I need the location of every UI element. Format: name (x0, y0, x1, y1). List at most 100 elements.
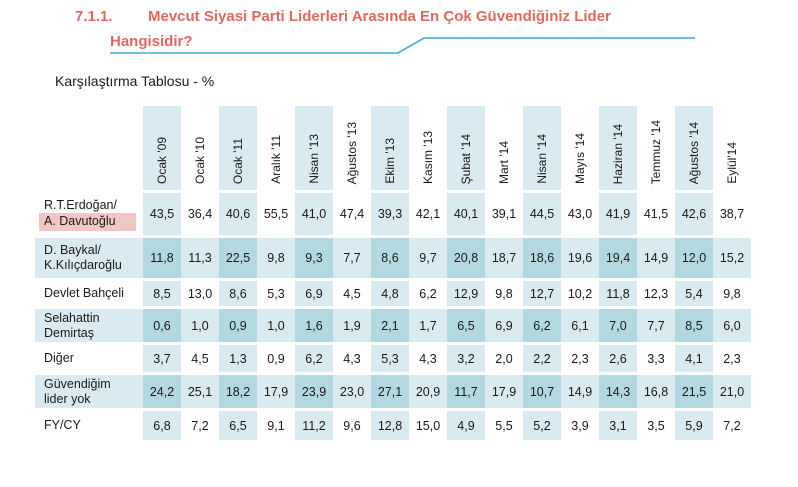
column-header: Şubat '14 (447, 106, 485, 190)
data-cell: 6,2 (523, 309, 561, 342)
column-header-label: Nisan '14 (535, 134, 549, 184)
data-cell: 0,6 (143, 309, 181, 342)
data-cell: 18,6 (523, 238, 561, 278)
column-header: Ağustos '14 (675, 106, 713, 190)
comparison-table-wrapper: Ocak '09 Ocak '10 Ocak '11 Aralık '11 Nisan … (35, 103, 751, 443)
data-cell: 9,1 (267, 418, 285, 433)
column-header-label: Aralık '11 (269, 135, 283, 184)
section-rule (110, 37, 695, 54)
column-header-label: Ocak '10 (193, 137, 207, 184)
data-cell: 2,6 (599, 345, 637, 372)
data-cell: 23,0 (333, 375, 371, 408)
data-cell: 40,6 (219, 193, 257, 235)
data-cell: 27,1 (371, 375, 409, 408)
table-subtitle: Karşılaştırma Tablosu - % (55, 73, 215, 89)
data-cell: 39,3 (371, 193, 409, 235)
data-cell: 5,3 (371, 345, 409, 372)
data-cell: 11,7 (447, 375, 485, 408)
data-cell: 4,9 (447, 411, 485, 440)
davutoglu-highlight: A. Davutoğlu (39, 212, 136, 231)
data-cell: 6,8 (143, 411, 181, 440)
data-cell: 2,1 (371, 309, 409, 342)
data-cell: 1,9 (333, 309, 371, 342)
data-cell: 3,9 (571, 418, 589, 433)
data-cell: 2,3 (723, 351, 741, 366)
column-header-label: Mart '14 (497, 141, 511, 184)
data-cell: 9,6 (343, 418, 361, 433)
data-cell: 6,5 (219, 411, 257, 440)
data-cell: 15,2 (713, 238, 751, 278)
row-label: Diğer (44, 351, 74, 365)
data-cell: 9,3 (295, 238, 333, 278)
data-cell: 6,9 (295, 281, 333, 306)
data-cell: 11,3 (181, 238, 219, 278)
column-header: Eylül'14 (713, 106, 751, 190)
data-cell: 11,2 (295, 411, 333, 440)
data-cell: 22,5 (219, 238, 257, 278)
data-cell: 17,9 (485, 375, 523, 408)
data-cell: 8,5 (675, 309, 713, 342)
data-cell: 8,6 (219, 281, 257, 306)
data-cell: 8,5 (143, 281, 181, 306)
data-cell: 25,1 (181, 375, 219, 408)
data-cell: 10,2 (567, 286, 593, 301)
data-cell: 18,2 (219, 375, 257, 408)
data-cell: 6,9 (485, 309, 523, 342)
section-number: 7.1.1. (75, 8, 113, 25)
data-cell: 7,0 (599, 309, 637, 342)
data-cell: 2,2 (523, 345, 561, 372)
data-cell: 1,0 (181, 309, 219, 342)
data-cell: 12,9 (447, 281, 485, 306)
data-cell: 9,7 (409, 238, 447, 278)
data-cell: 14,9 (561, 375, 599, 408)
data-cell: 2,0 (495, 351, 513, 366)
data-cell: 12,0 (675, 238, 713, 278)
table-row: Diğer 3,7 4,5 1,3 0,9 6,2 4,3 5,3 4,3 3,2 2,0 2,2 2,… (35, 345, 751, 372)
data-cell: 5,5 (495, 418, 513, 433)
column-header: Nisan '14 (523, 106, 561, 190)
data-cell: 5,4 (675, 281, 713, 306)
data-cell: 4,5 (191, 351, 209, 366)
data-cell: 6,5 (447, 309, 485, 342)
data-cell: 44,5 (523, 193, 561, 235)
data-cell: 55,5 (263, 207, 289, 221)
data-cell: 19,4 (599, 238, 637, 278)
column-header-label: Ekim '13 (383, 138, 397, 184)
data-cell: 24,2 (143, 375, 181, 408)
table-row: FY/CY 6,8 7,2 6,5 9,1 11,2 9,6 12,8 15,0 4,9 5,5 5,… (35, 411, 751, 440)
column-header: Nisan '13 (295, 106, 333, 190)
table-row: R.T.Erdoğan/A. Davutoğlu 43,5 36,4 40,6 55,5… (35, 193, 751, 235)
data-cell: 21,0 (713, 375, 751, 408)
column-header: Ocak '09 (143, 106, 181, 190)
column-header: Ocak '11 (219, 106, 257, 190)
data-cell: 0,9 (219, 309, 257, 342)
data-cell: 6,0 (713, 309, 751, 342)
data-cell: 7,2 (723, 418, 741, 433)
table-row: Güvendiğim lider yok 24,2 25,1 18,2 17,9 23,9 2… (35, 375, 751, 408)
column-header-label: Kasım '13 (421, 131, 435, 184)
data-cell: 43,5 (143, 193, 181, 235)
data-cell: 5,9 (675, 411, 713, 440)
data-cell: 9,8 (723, 286, 741, 301)
data-cell: 2,3 (571, 351, 589, 366)
column-header: Aralık '11 (257, 106, 295, 190)
data-cell: 7,7 (333, 238, 371, 278)
data-cell: 39,1 (491, 207, 517, 221)
data-cell: 20,8 (447, 238, 485, 278)
data-cell: 1,7 (409, 309, 447, 342)
data-cell: 9,8 (495, 286, 513, 301)
data-cell: 9,8 (257, 238, 295, 278)
row-label: Selahattin Demirtaş (35, 309, 143, 342)
column-header: Ekim '13 (371, 106, 409, 190)
data-cell: 3,3 (647, 351, 665, 366)
data-cell: 3,5 (647, 418, 665, 433)
column-header: Haziran '14 (599, 106, 637, 190)
column-header: Temmuz '14 (637, 106, 675, 190)
data-cell: 23,9 (295, 375, 333, 408)
data-cell: 20,9 (409, 375, 447, 408)
data-cell: 47,4 (339, 207, 365, 221)
data-cell: 5,2 (523, 411, 561, 440)
data-cell: 41,0 (295, 193, 333, 235)
data-cell: 15,0 (415, 418, 441, 433)
